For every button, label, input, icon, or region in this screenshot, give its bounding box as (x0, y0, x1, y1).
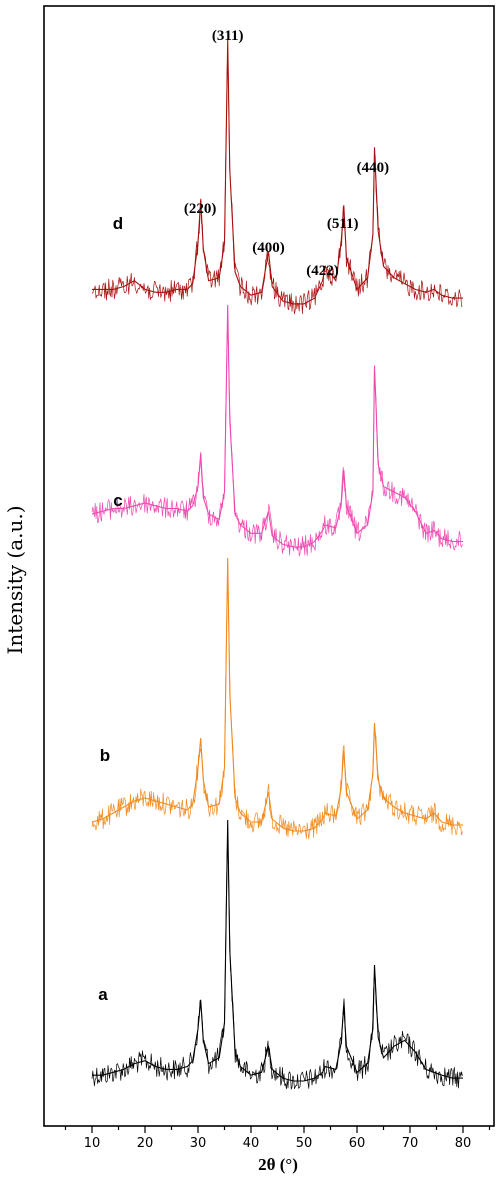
series-b: b (91, 557, 463, 840)
series-label-b: b (100, 746, 110, 765)
x-tick-label: 10 (84, 1136, 101, 1151)
series-d-noise (91, 60, 463, 315)
series-a-noise (91, 846, 463, 1090)
x-axis: 10 20 30 40 50 60 70 80 (64, 1126, 491, 1151)
series-a: a (91, 819, 463, 1090)
peak-label: (440) (357, 160, 390, 176)
series-a-line (92, 819, 463, 1082)
series-b-line (91, 557, 463, 832)
y-axis-title: Intensity (a.u.) (3, 505, 27, 654)
x-axis-title: 2θ (°) (258, 1155, 298, 1174)
x-tick-label: 30 (190, 1136, 207, 1151)
series-c-line (91, 304, 463, 548)
x-tick-label: 20 (137, 1136, 154, 1151)
x-tick-label: 50 (296, 1136, 313, 1151)
series-label-c: c (113, 491, 122, 510)
series-d: d (91, 39, 463, 315)
series-b-noise (91, 579, 463, 840)
plot-frame (43, 5, 495, 1127)
series-label-a: a (98, 985, 108, 1004)
peak-label: (311) (212, 28, 244, 44)
x-tick-label: 40 (243, 1136, 260, 1151)
peak-label: (220) (184, 201, 217, 217)
x-tick-label: 80 (455, 1136, 472, 1151)
series-d-line (92, 39, 463, 305)
peak-label: (422) (306, 263, 339, 279)
annotations: (220) (311) (400) (422) (511) (440) (184, 28, 389, 279)
series-label-d: d (113, 214, 123, 233)
x-tick-label: 70 (402, 1136, 419, 1151)
x-tick-label: 60 (349, 1136, 366, 1151)
peak-label: (511) (327, 216, 359, 232)
series-c-noise (91, 327, 463, 557)
series-layer: a b c d (91, 39, 463, 1090)
series-c: c (91, 304, 463, 557)
peak-label: (400) (252, 240, 285, 256)
